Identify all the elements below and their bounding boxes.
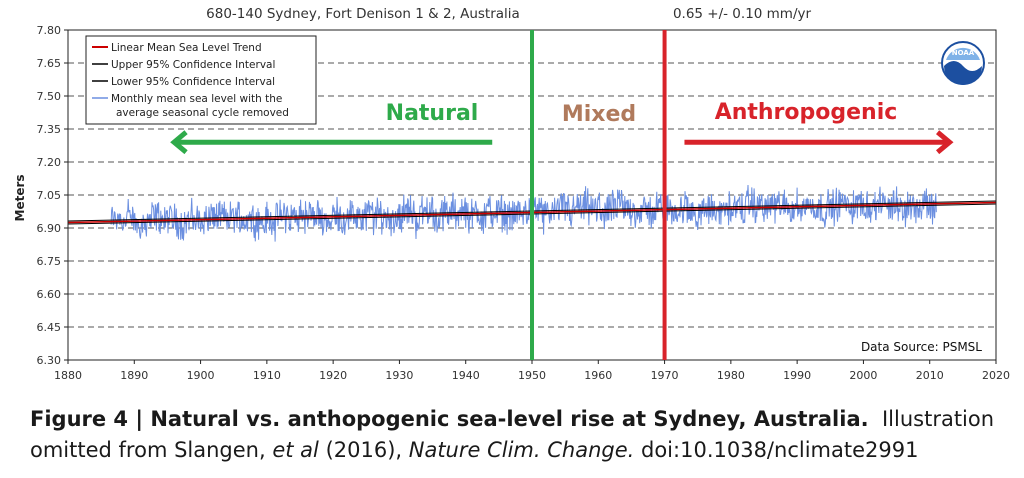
y-tick-label: 7.20 [37,156,62,169]
caption-doi: doi:10.1038/nclimate2991 [634,438,919,462]
x-tick-label: 1970 [651,369,679,382]
x-tick-label: 1940 [452,369,480,382]
x-tick-label: 1930 [385,369,413,382]
legend-box [85,35,317,125]
caption-journal: Nature Clim. Change. [408,438,635,462]
y-tick-label: 7.65 [37,57,62,70]
y-tick-label: 6.90 [37,222,62,235]
y-tick-label: 6.30 [37,354,62,367]
x-tick-label: 1960 [584,369,612,382]
legend-label-trend: Linear Mean Sea Level Trend [111,42,262,54]
x-tick-label: 1920 [319,369,347,382]
x-tick-label: 1980 [717,369,745,382]
x-tick-label: 1950 [518,369,546,382]
chart-title: 680-140 Sydney, Fort Denison 1 & 2, Aust… [206,6,520,22]
x-tick-label: 1990 [783,369,811,382]
y-tick-label: 6.60 [37,288,62,301]
series-monthly-mean-sea-level [110,184,937,242]
x-tick-label: 1880 [54,369,82,382]
x-tick-label: 2000 [849,369,877,382]
caption-text: Illustration omitted from Slangen, [30,407,995,462]
annotation-anthropogenic: Anthropogenic [715,100,898,125]
arrow-anthropogenic-head [935,130,954,155]
y-tick-label: 7.50 [37,90,62,103]
y-tick-label: 6.45 [37,321,62,334]
y-tick-labels: 6.30 6.45 6.60 6.75 6.90 7.05 7.20 7.35 7.50 7.65… [37,24,68,367]
annotation-mixed: Mixed [562,102,636,127]
legend-label-monthly-2: average seasonal cycle removed [116,107,289,119]
noaa-logo: NOAA [941,41,985,85]
y-tick-label: 7.80 [37,24,62,37]
x-tick-label: 1910 [253,369,281,382]
x-tick-label: 1890 [120,369,148,382]
noaa-logo-text: NOAA [952,49,975,57]
x-tick-labels: 1880 1890 1900 1910 1920 1930 1940 1950 1960 1970… [54,360,1010,382]
sea-level-chart: 680-140 Sydney, Fort Denison 1 & 2, Aust… [13,6,1010,382]
y-tick-label: 7.35 [37,123,62,136]
y-tick-label: 6.75 [37,255,62,268]
figure-caption: Figure 4 | Natural vs. anthopogenic sea-… [30,404,1010,466]
annotation-natural: Natural [386,101,479,126]
legend-label-upper: Upper 95% Confidence Interval [111,59,275,71]
y-tick-label: 7.05 [37,189,62,202]
era-markers [530,30,667,360]
y-axis-label: Meters [13,174,27,221]
data-source: Data Source: PSMSL [861,340,982,354]
x-tick-label: 2010 [916,369,944,382]
caption-title: Figure 4 | Natural vs. anthopogenic sea-… [30,407,869,431]
arrow-natural-head [170,130,188,155]
x-tick-label: 1900 [187,369,215,382]
caption-year: (2016), [318,438,409,462]
legend: Linear Mean Sea Level Trend Upper 95% Co… [85,35,317,125]
trend-rate: 0.65 +/- 0.10 mm/yr [673,6,812,22]
annotation-arrows [170,130,954,155]
legend-label-lower: Lower 95% Confidence Interval [111,76,275,88]
x-tick-label: 2020 [982,369,1010,382]
legend-label-monthly: Monthly mean sea level with the [111,93,282,105]
caption-etal: et al [272,438,319,462]
